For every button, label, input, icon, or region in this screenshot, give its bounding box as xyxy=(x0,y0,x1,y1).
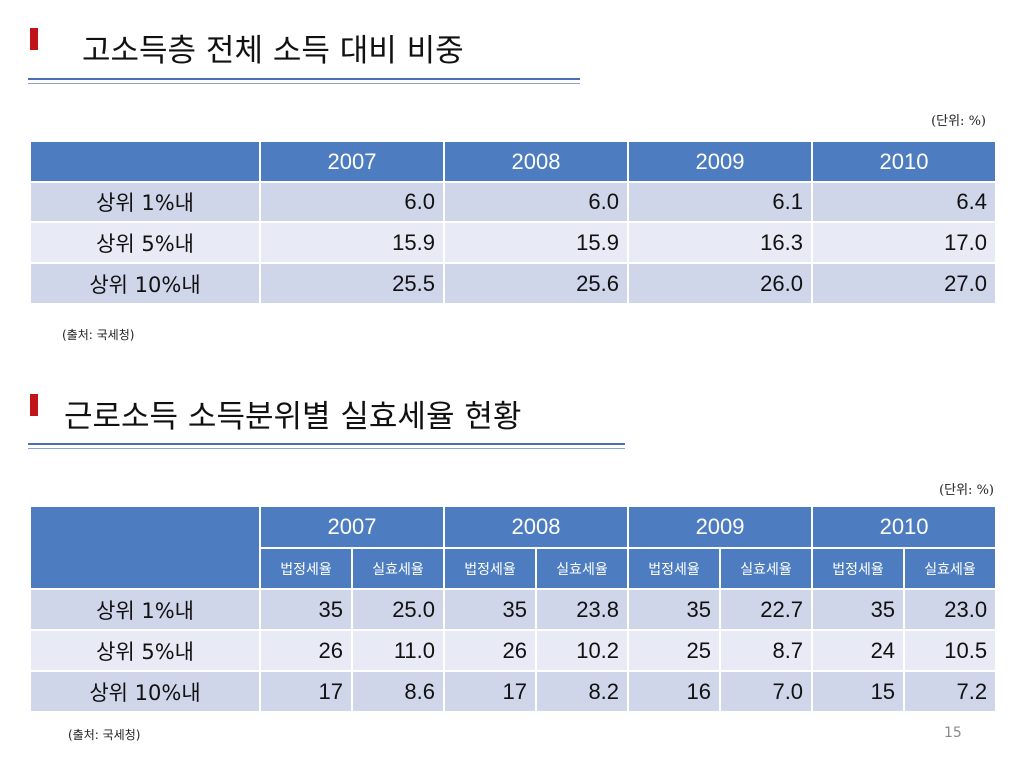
table-cell: 17.0 xyxy=(813,223,997,264)
table-cell: 15.9 xyxy=(445,223,629,264)
row-label: 상위 5%내 xyxy=(31,223,261,264)
section2-source: (출처: 국세청) xyxy=(68,728,141,742)
section1-unit-label: (단위: %) xyxy=(931,114,986,129)
row-label: 상위 10%내 xyxy=(31,264,261,305)
section2-unit-label: (단위: %) xyxy=(939,483,994,498)
section2-title-underline xyxy=(28,443,625,445)
table-cell: 17 xyxy=(445,672,538,713)
section1-title: 고소득층 전체 소득 대비 비중 xyxy=(82,33,464,69)
table-cell: 6.1 xyxy=(629,183,813,223)
section2-year-header: 2009 xyxy=(629,507,814,549)
table-cell: 16.3 xyxy=(629,223,813,264)
section1-year-header: 2009 xyxy=(629,142,813,183)
table-cell: 6.0 xyxy=(445,183,629,223)
rate-subheader: 실효세율 xyxy=(905,549,998,590)
row-label: 상위 1%내 xyxy=(31,183,261,223)
table-cell: 17 xyxy=(261,672,353,713)
table-cell: 25 xyxy=(629,631,722,672)
table-row: 상위 1%내 6.0 6.0 6.1 6.4 xyxy=(31,183,997,223)
table-cell: 26 xyxy=(261,631,353,672)
row-label: 상위 5%내 xyxy=(31,631,261,672)
table-cell: 25.6 xyxy=(445,264,629,305)
rate-subheader: 실효세율 xyxy=(537,549,630,590)
section1-title-marker xyxy=(30,28,38,50)
table-cell: 11.0 xyxy=(353,631,446,672)
section2-title: 근로소득 소득분위별 실효세율 현황 xyxy=(64,399,522,435)
table-row: 상위 10%내 25.5 25.6 26.0 27.0 xyxy=(31,264,997,305)
rate-subheader: 법정세율 xyxy=(813,549,906,590)
section1-year-header: 2008 xyxy=(445,142,629,183)
rate-subheader: 실효세율 xyxy=(353,549,446,590)
section1-source: (출처: 국세청) xyxy=(62,328,135,342)
section1-table: 2007 2008 2009 2010 상위 1%내 6.0 6.0 6.1 6… xyxy=(31,142,997,305)
table-cell: 7.2 xyxy=(905,672,998,713)
rate-subheader: 법정세율 xyxy=(261,549,353,590)
table-cell: 35 xyxy=(813,590,906,631)
table-cell: 35 xyxy=(629,590,722,631)
table-cell: 26.0 xyxy=(629,264,813,305)
table-cell: 10.5 xyxy=(905,631,998,672)
rate-subheader: 실효세율 xyxy=(721,549,814,590)
section1-title-underline-thin xyxy=(28,83,580,84)
table-cell: 6.4 xyxy=(813,183,997,223)
rate-subheader: 법정세율 xyxy=(445,549,538,590)
section1-title-underline xyxy=(28,78,580,80)
table-cell: 35 xyxy=(445,590,538,631)
table-cell: 10.2 xyxy=(537,631,630,672)
table-row: 상위 5%내 26 11.0 26 10.2 25 8.7 24 10.5 xyxy=(31,631,998,672)
section1-year-header: 2007 xyxy=(261,142,445,183)
table-cell: 8.2 xyxy=(537,672,630,713)
table-cell: 15 xyxy=(813,672,906,713)
table-cell: 26 xyxy=(445,631,538,672)
table-cell: 8.6 xyxy=(353,672,446,713)
section1-header-corner xyxy=(31,142,261,183)
section2-year-header: 2007 xyxy=(261,507,446,549)
table-cell: 22.7 xyxy=(721,590,814,631)
table-cell: 8.7 xyxy=(721,631,814,672)
table-row: 상위 1%내 35 25.0 35 23.8 35 22.7 35 23.0 xyxy=(31,590,998,631)
table-cell: 16 xyxy=(629,672,722,713)
table-cell: 25.5 xyxy=(261,264,445,305)
section1-year-header: 2010 xyxy=(813,142,997,183)
section2-header-corner xyxy=(31,507,261,590)
section2-year-header: 2010 xyxy=(813,507,998,549)
table-cell: 7.0 xyxy=(721,672,814,713)
section2-title-underline-thin xyxy=(28,448,625,449)
section2-year-header: 2008 xyxy=(445,507,630,549)
rate-subheader: 법정세율 xyxy=(629,549,722,590)
table-cell: 27.0 xyxy=(813,264,997,305)
table-row: 상위 10%내 17 8.6 17 8.2 16 7.0 15 7.2 xyxy=(31,672,998,713)
table-cell: 6.0 xyxy=(261,183,445,223)
row-label: 상위 10%내 xyxy=(31,672,261,713)
row-label: 상위 1%내 xyxy=(31,590,261,631)
page-number: 15 xyxy=(944,725,962,741)
table-cell: 15.9 xyxy=(261,223,445,264)
table-cell: 23.8 xyxy=(537,590,630,631)
table-cell: 23.0 xyxy=(905,590,998,631)
table-cell: 24 xyxy=(813,631,906,672)
section2-title-marker xyxy=(30,394,38,416)
table-cell: 35 xyxy=(261,590,353,631)
section2-table: 2007 2008 2009 2010 법정세율 실효세율 법정세율 실효세율 … xyxy=(31,507,998,713)
table-cell: 25.0 xyxy=(353,590,446,631)
table-row: 상위 5%내 15.9 15.9 16.3 17.0 xyxy=(31,223,997,264)
